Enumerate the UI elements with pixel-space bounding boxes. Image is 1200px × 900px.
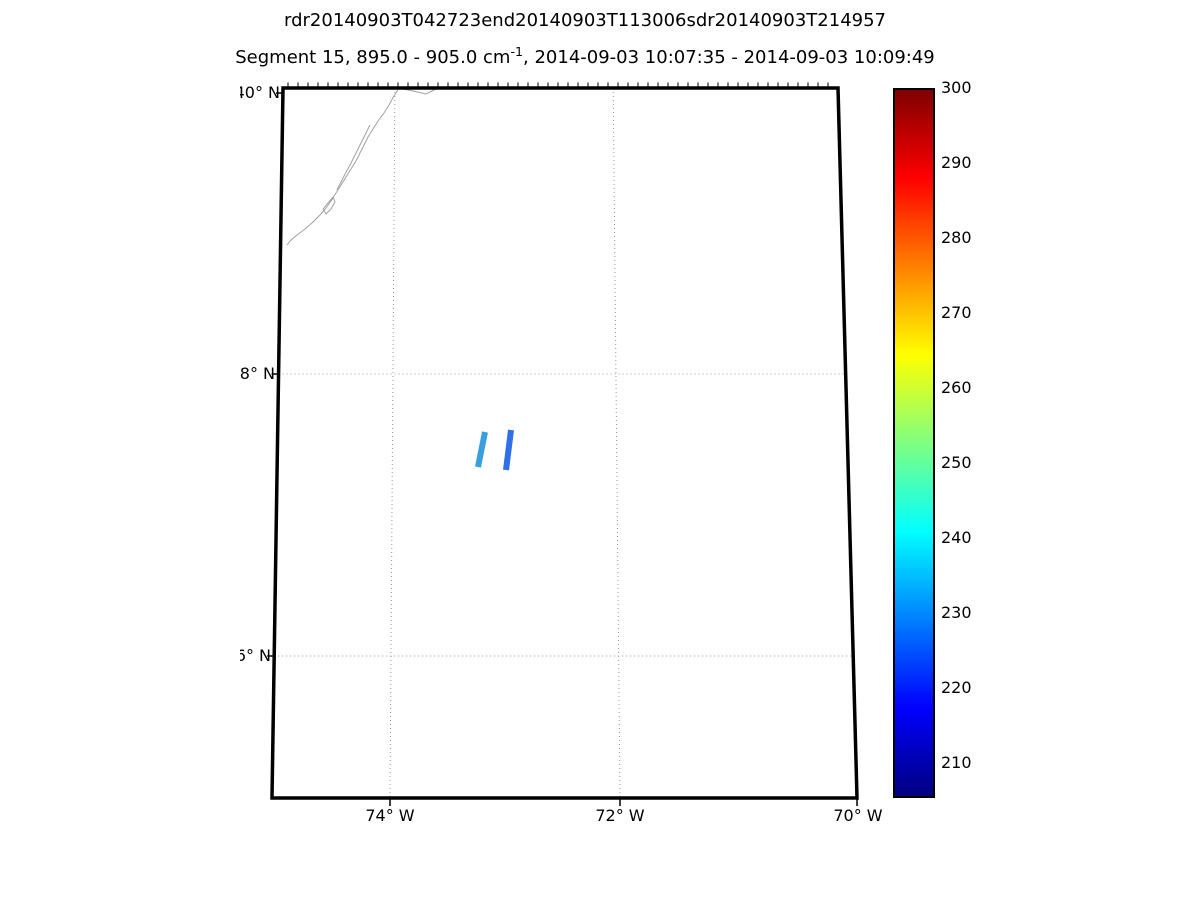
colorbar-tick-label: 240 (941, 527, 972, 547)
colorbar-tick-label: 260 (941, 377, 972, 397)
map-border (270, 86, 859, 800)
colorbar-tick-label: 250 (941, 452, 972, 472)
x-axis-tick-label: 72° W (595, 806, 644, 825)
figure-titles: rdr20140903T042723end20140903T113006sdr2… (0, 10, 1170, 69)
coastline (336, 124, 371, 191)
title-line2: Segment 15, 895.0 - 905.0 cm-1, 2014-09-… (0, 41, 1170, 69)
colorbar-tick-label: 230 (941, 602, 972, 622)
colorbar (893, 88, 935, 798)
y-axis-tick-label: 40° N (240, 83, 280, 102)
colorbar-tick-label: 280 (941, 227, 972, 247)
coastline (286, 87, 400, 246)
title-line2-pre: Segment 15, 895.0 - 905.0 cm (235, 47, 511, 68)
y-axis-tick-label: 38° N (240, 364, 275, 383)
x-axis-tick-label: 70° W (833, 806, 882, 825)
colorbar-tick-label: 290 (941, 152, 972, 172)
x-axis-tick-label: 74° W (365, 806, 414, 825)
title-line2-superscript: -1 (510, 44, 524, 59)
graticule-gridline (389, 87, 396, 799)
title-line1: rdr20140903T042723end20140903T113006sdr2… (284, 10, 886, 31)
graticule-gridline (612, 87, 621, 799)
data-swath (475, 431, 488, 468)
colorbar-tick-label: 270 (941, 302, 972, 322)
y-axis-tick-label: 36° N (240, 646, 271, 665)
data-swath (503, 429, 514, 471)
colorbar-tick-label: 300 (941, 78, 972, 97)
colorbar-tick-label: 220 (941, 677, 972, 697)
title-line2-post: , 2014-09-03 10:07:35 - 2014-09-03 10:09… (523, 47, 935, 68)
coastline (322, 196, 336, 215)
map-plot: 40° N 38° N 36° N 74° W 72° W 70° W (240, 82, 883, 825)
colorbar-tick-label: 210 (941, 752, 972, 772)
